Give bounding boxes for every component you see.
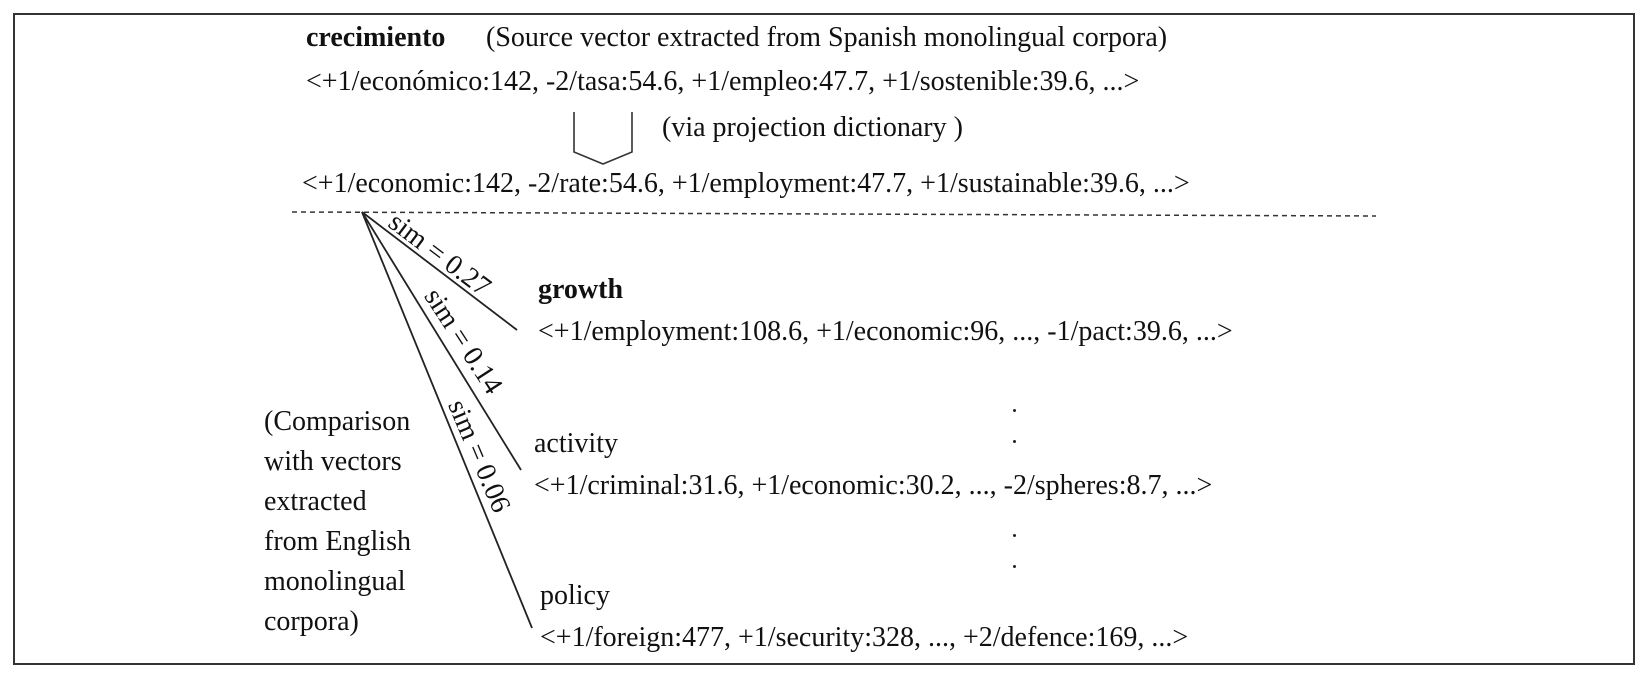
source-vector: <+1/económico:142, -2/tasa:54.6, +1/empl… <box>306 66 1140 97</box>
projection-arrow <box>573 112 633 165</box>
projection-label: (via projection dictionary ) <box>662 112 963 143</box>
comparison-note-line: with vectors <box>264 446 402 477</box>
sim-line-activity <box>361 211 522 471</box>
comparison-note: (Comparison with vectors extracted from … <box>264 402 411 642</box>
separator-dashed-line <box>291 211 1377 217</box>
sim-line-policy <box>361 211 533 629</box>
comparison-note-line: (Comparison <box>264 406 411 437</box>
ellipsis-dot <box>1013 565 1016 568</box>
comparison-note-line: monolingual <box>264 566 406 597</box>
target-word-policy: policy <box>540 580 610 611</box>
comparison-note-line: from English <box>264 526 411 557</box>
ellipsis-dot <box>1013 409 1016 412</box>
source-word: crecimiento <box>306 22 446 53</box>
figure-frame <box>13 13 1635 665</box>
projected-vector: <+1/economic:142, -2/rate:54.6, +1/emplo… <box>302 168 1190 199</box>
source-note: (Source vector extracted from Spanish mo… <box>486 22 1168 53</box>
target-word-growth: growth <box>538 274 624 305</box>
sim-line-growth <box>361 211 518 331</box>
target-vector-activity: <+1/criminal:31.6, +1/economic:30.2, ...… <box>534 470 1213 501</box>
target-vector-policy: <+1/foreign:477, +1/security:328, ..., +… <box>540 622 1189 653</box>
comparison-note-line: corpora) <box>264 606 359 637</box>
ellipsis-dot <box>1013 534 1016 537</box>
ellipsis-dot <box>1013 440 1016 443</box>
target-word-activity: activity <box>534 428 618 459</box>
target-vector-growth: <+1/employment:108.6, +1/economic:96, ..… <box>538 316 1233 347</box>
comparison-note-line: extracted <box>264 486 367 517</box>
